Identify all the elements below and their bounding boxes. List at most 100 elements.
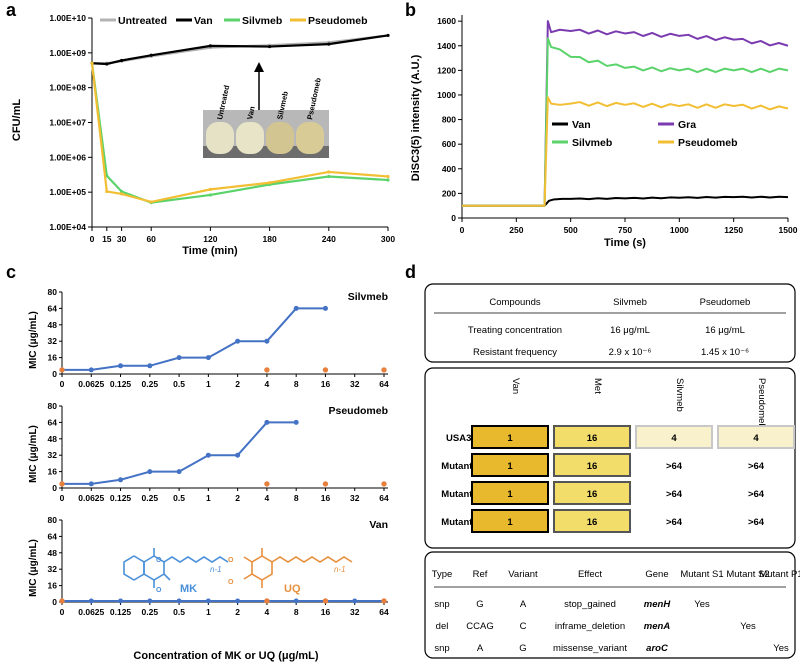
tt-h0: Compounds [489,297,540,308]
c-ytick-label: 64 [48,417,58,427]
c-xtick-label: 1 [206,493,211,503]
c-xtick-label: 2 [235,493,240,503]
legend-b-silvmeb: Silvmeb [572,137,612,149]
uq-n-label: n-1 [334,565,346,574]
legend-silvmeb: Silvmeb [242,15,282,27]
c-uq-point [264,598,270,604]
panel-c-ylabel-3: MIC (μg/mL) [28,539,39,597]
c-mk-point [293,419,299,425]
td-mid-cell-value: >64 [748,489,765,500]
c-mk-point [322,305,328,311]
td-mid-cell-van [471,509,549,533]
td-bot-cell: Yes [773,643,789,654]
td-mid-cell-value: 1 [507,517,513,528]
table-bottom-box [424,551,796,659]
c-mk-point [147,469,153,475]
c-xtick-label: 0 [60,379,65,389]
tt-r0c2: 16 μg/mL [705,325,745,336]
c-uq-point [381,481,387,487]
a-point-pseudomeb [386,174,390,179]
tt-r1c1: 2.9 x 10⁻⁶ [609,347,652,358]
td-mid-cell-value: >64 [666,461,683,472]
a-xtick-label: 180 [263,234,277,244]
c-mk-point [118,363,124,369]
td-bot-header: Mutant S2 [726,569,769,580]
td-mid-row-label: USA300 [446,433,482,444]
td-mid-cell-value: >64 [748,517,765,528]
c-ytick-label: 64 [48,531,58,541]
panel-label-c: c [6,262,17,282]
b-ytick-label: 1200 [437,65,456,75]
a-point-pseudomeb [327,170,331,174]
td-bot-cell: Yes [694,599,710,610]
c-xtick-label: 0 [60,607,65,617]
td-bot-cell: C [520,621,527,632]
c-ytick-label: 16 [48,467,58,477]
td-mid-cell-met [553,425,631,449]
panel-label-d: d [405,262,416,282]
a-point-pseudomeb [105,189,109,194]
panel-label-b: b [405,0,416,20]
td-bot-cell: del [436,621,449,632]
td-bot-header: Ref [473,569,488,580]
c-uq-point [322,481,329,487]
td-bot-cell: A [477,643,484,654]
b-xtick-label: 1250 [724,225,743,235]
panel-b-legend: Van Gra Silvmeb Pseudomeb [552,119,738,149]
c-mk-point [352,598,358,604]
b-ytick-label: 600 [442,139,456,149]
td-mid-cell-light [635,425,713,449]
panel-a-arrowhead [254,62,264,72]
td-bot-cell: G [519,643,526,654]
c-xtick-label: 32 [350,493,360,503]
a-xtick-label: 120 [203,234,217,244]
c-ytick-label: 48 [48,434,58,444]
td-mid-cell-value: 1 [507,433,513,444]
a-series-line-van [91,34,389,66]
c-mk-point [264,338,270,344]
c-xtick-label: 0.5 [173,379,185,389]
b-xtick-label: 1000 [670,225,689,235]
a-point-van [105,62,109,66]
panel-a-xlabel: Time (min) [182,245,238,257]
c-mk-point [147,598,153,604]
panel-c-xlabel: Concentration of MK or UQ (μg/mL) [133,650,318,662]
td-mid-col-pseudomeb: Pseudomeb [756,378,767,429]
a-point-van [149,53,153,57]
c-xtick-label: 32 [350,607,360,617]
c-xtick-label: 0.25 [142,607,159,617]
a-point-pseudomeb [90,61,94,65]
a-point-van [208,44,212,48]
b-series-line-pseudomeb [462,96,789,207]
panel-b-chart: 0 200 400 600 800 1000 1200 1400 1600 0 250 500 750… [410,15,798,249]
c-ytick-label: 32 [48,336,58,346]
a-ytick-label: 1.00E+04 [49,222,86,232]
c-mk-point [88,367,94,373]
td-bot-header: Effect [578,569,602,580]
c-xtick-label: 16 [321,493,331,503]
td-bot-cell: Yes [740,621,756,632]
c-xtick-label: 32 [350,379,360,389]
tube-silvmeb [266,122,294,154]
mk-o-bottom: O [156,587,162,594]
c-mk-point [176,355,182,361]
c-xtick-label: 4 [265,607,270,617]
td-mid-cell-value: >64 [666,489,683,500]
b-xtick-label: 250 [509,225,523,235]
a-xtick-label: 0 [90,234,95,244]
c-ytick-label: 48 [48,548,58,558]
b-ytick-label: 1400 [437,41,456,51]
a-point-van [120,58,124,63]
b-xtick-label: 500 [564,225,578,235]
a-point-silvmeb [386,178,390,182]
td-bot-cell: snp [434,599,449,610]
c-mk-point [264,419,270,425]
td-bot-cell: inframe_deletion [555,621,625,632]
c-uq-point [381,598,387,604]
td-mid-cell-value: 1 [507,489,513,500]
c-mk-line [62,421,297,485]
c-mk-point [88,481,94,487]
td-bot-cell: A [520,599,527,610]
c-xtick-label: 0.125 [110,493,132,503]
c-mk-point [176,598,182,604]
